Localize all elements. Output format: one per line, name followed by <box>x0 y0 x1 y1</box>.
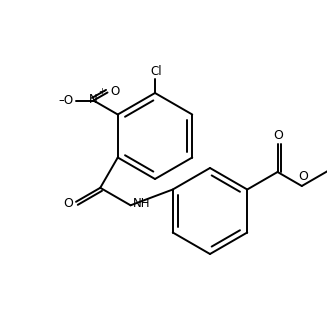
Text: O: O <box>274 129 284 142</box>
Text: Cl: Cl <box>150 65 162 78</box>
Text: O: O <box>298 170 308 183</box>
Text: O: O <box>63 197 73 210</box>
Text: N: N <box>89 93 98 106</box>
Text: NH: NH <box>132 197 150 210</box>
Text: O: O <box>111 85 120 98</box>
Text: +: + <box>98 86 105 95</box>
Text: –O: –O <box>59 94 74 107</box>
